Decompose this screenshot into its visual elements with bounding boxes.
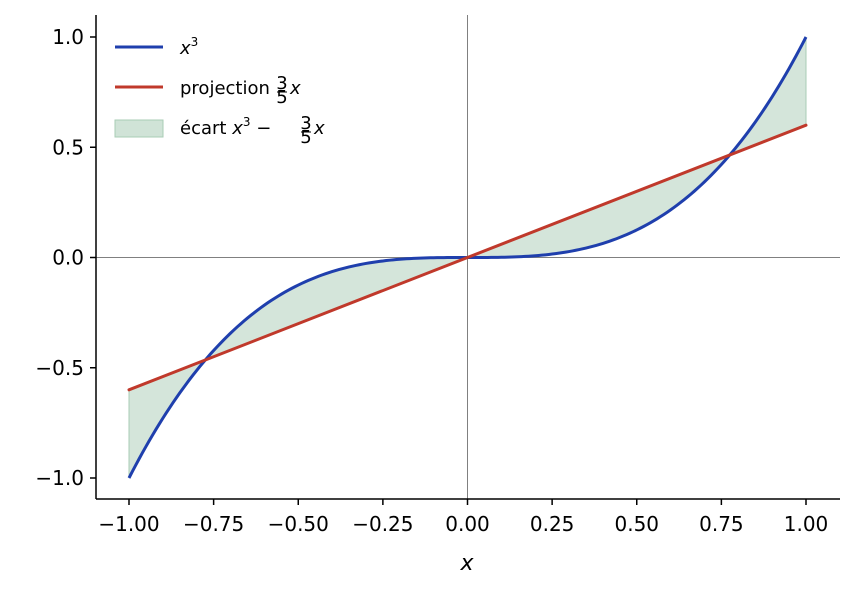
legend-label-ecart: écart x3 − xyxy=(180,115,271,139)
x-tick-label: 0.00 xyxy=(445,512,490,536)
legend-ecart-var1: x xyxy=(231,118,243,139)
legend-ecart-op: − xyxy=(250,118,271,139)
x-tick-label: 1.00 xyxy=(784,512,829,536)
y-tick-label: −1.0 xyxy=(35,466,84,490)
legend-projection-var: x xyxy=(289,78,301,99)
x-tick-label: −0.25 xyxy=(352,512,413,536)
x-tick-label: 0.50 xyxy=(614,512,659,536)
legend-label-projection: projection xyxy=(180,78,270,99)
legend-label-cube: x3 xyxy=(179,35,198,59)
y-tick-label: 0.5 xyxy=(52,135,84,159)
legend-ecart-frac-num: 3 xyxy=(300,113,311,134)
y-tick-label: −0.5 xyxy=(35,356,84,380)
legend-cube-sup: 3 xyxy=(191,35,199,49)
legend: x3 projection 3 5 x écart x3 − 3 5 x xyxy=(114,35,325,148)
x-tick-label: 0.25 xyxy=(530,512,575,536)
legend-projection-frac-num: 3 xyxy=(276,73,287,94)
legend-ecart-text: écart xyxy=(180,118,232,139)
legend-ecart-var: x xyxy=(313,118,325,139)
legend-projection-frac-den: 5 xyxy=(276,87,287,108)
x-tick-label: −0.50 xyxy=(268,512,329,536)
legend-ecart-sup: 3 xyxy=(243,115,251,129)
legend-cube-var: x xyxy=(179,38,191,59)
series-line-projection xyxy=(127,123,808,392)
x-tick-label: −0.75 xyxy=(183,512,244,536)
plot-area: −1.00 −0.75 −0.50 −0.25 0.00 0.25 0.50 0.75 1.00… xyxy=(35,15,840,536)
legend-swatch-ecart xyxy=(114,119,164,138)
legend-projection-text: projection xyxy=(180,78,270,99)
x-tick-label: −1.00 xyxy=(98,512,159,536)
y-tick-label: 1.0 xyxy=(52,25,84,49)
legend-ecart-frac-den: 5 xyxy=(300,127,311,148)
x-axis-label: x xyxy=(459,551,474,576)
y-tick-label: 0.0 xyxy=(52,246,84,270)
x-tick-label: 0.75 xyxy=(699,512,744,536)
